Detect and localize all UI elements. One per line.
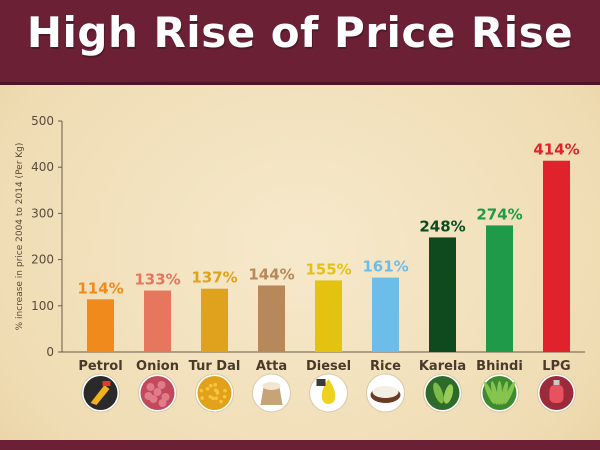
bhindi-icon — [480, 373, 519, 413]
diesel-drop-icon — [309, 373, 348, 413]
bar-rice — [372, 277, 399, 352]
title-banner: High Rise of Price Rise — [0, 0, 600, 85]
category-label: Tur Dal — [189, 359, 241, 374]
karela-icon — [423, 373, 462, 413]
category-label: LPG — [542, 359, 570, 374]
value-label: 114% — [77, 279, 123, 297]
page-title: High Rise of Price Rise — [26, 8, 574, 57]
value-label: 155% — [305, 260, 351, 278]
atta-flour-icon — [252, 373, 291, 413]
value-label: 137% — [191, 269, 237, 287]
bar-lpg — [543, 160, 570, 352]
bar-atta — [258, 285, 285, 352]
category-label: Atta — [256, 359, 287, 374]
value-label: 274% — [476, 205, 522, 223]
y-tick-label: 0 — [46, 345, 54, 359]
bottom-bar — [0, 440, 600, 450]
fuel-nozzle-icon — [81, 373, 120, 413]
y-tick-label: 100 — [31, 299, 54, 313]
y-tick-label: 300 — [31, 206, 54, 220]
category-label: Bhindi — [476, 359, 523, 374]
category-label: Karela — [419, 359, 466, 374]
lpg-icon — [537, 373, 576, 413]
bar-diesel — [315, 280, 342, 352]
category-label: Diesel — [306, 359, 351, 374]
value-label: 144% — [248, 265, 294, 283]
bar-onion — [144, 290, 171, 352]
bar-petrol — [87, 299, 114, 352]
rice-bowl-icon — [366, 373, 405, 413]
bar-bhindi — [486, 225, 513, 352]
y-tick-label: 200 — [31, 253, 54, 267]
category-label: Rice — [370, 359, 401, 374]
bar-tur-dal — [201, 288, 228, 352]
y-axis-label: % increase in price 2004 to 2014 (Per Kg… — [15, 143, 25, 331]
y-tick-label: 500 — [31, 114, 54, 128]
bar-karela — [429, 237, 456, 352]
value-label: 133% — [134, 271, 180, 289]
value-label: 414% — [533, 141, 579, 159]
tur-dal-icon — [195, 373, 234, 413]
value-label: 161% — [362, 258, 408, 276]
onion-icon — [138, 373, 177, 413]
y-tick-label: 400 — [31, 160, 54, 174]
category-label: Onion — [136, 359, 179, 374]
category-label: Petrol — [78, 359, 122, 374]
value-label: 248% — [419, 217, 465, 235]
